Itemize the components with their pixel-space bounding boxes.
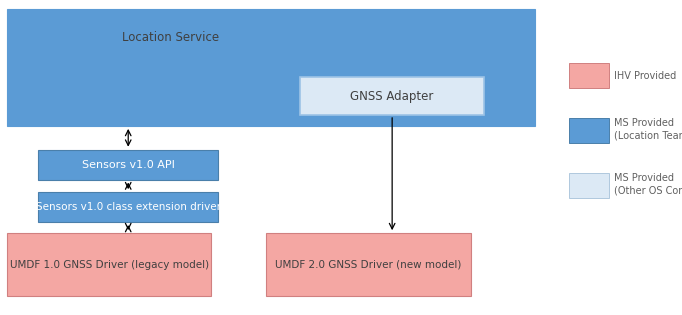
FancyBboxPatch shape (7, 9, 535, 126)
FancyBboxPatch shape (300, 77, 484, 115)
Text: Sensors v1.0 API: Sensors v1.0 API (82, 160, 175, 170)
FancyBboxPatch shape (569, 118, 609, 143)
Text: Sensors v1.0 class extension driver: Sensors v1.0 class extension driver (35, 202, 221, 212)
Text: UMDF 1.0 GNSS Driver (legacy model): UMDF 1.0 GNSS Driver (legacy model) (10, 260, 209, 270)
FancyBboxPatch shape (569, 63, 609, 88)
Text: MS Provided: MS Provided (614, 173, 674, 183)
Text: (Other OS Component): (Other OS Component) (614, 186, 682, 196)
Text: UMDF 2.0 GNSS Driver (new model): UMDF 2.0 GNSS Driver (new model) (275, 260, 462, 270)
FancyBboxPatch shape (38, 192, 218, 222)
Text: GNSS Adapter: GNSS Adapter (351, 89, 434, 103)
FancyBboxPatch shape (7, 233, 211, 296)
FancyBboxPatch shape (266, 233, 471, 296)
FancyBboxPatch shape (569, 173, 609, 198)
Text: MS Provided: MS Provided (614, 118, 674, 128)
Text: (Location Team): (Location Team) (614, 130, 682, 140)
Text: IHV Provided: IHV Provided (614, 71, 676, 81)
Text: Location Service: Location Service (122, 31, 219, 44)
FancyBboxPatch shape (38, 150, 218, 180)
